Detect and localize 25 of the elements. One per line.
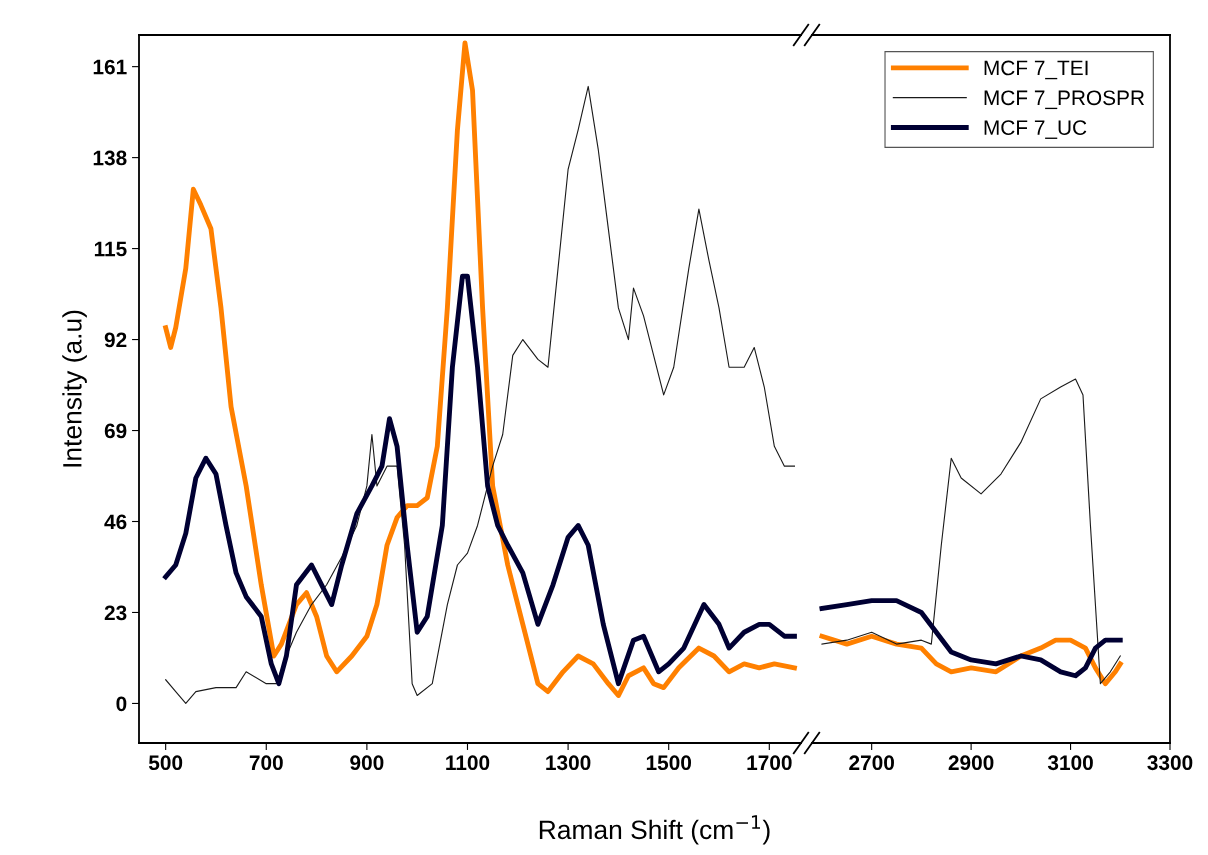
y-tick-label: 0 bbox=[116, 696, 127, 712]
x-tick-label: 1500 bbox=[646, 755, 692, 771]
x-tick-label: 1300 bbox=[546, 755, 591, 771]
x-tick-label: 2700 bbox=[849, 755, 894, 771]
x-tick-label: 2900 bbox=[948, 755, 994, 771]
x-tick-label: 1700 bbox=[747, 755, 792, 771]
x-tick-label: 1100 bbox=[446, 755, 490, 771]
legend-label: MCF 7_UC bbox=[984, 120, 1087, 139]
y-tick-label: 115 bbox=[94, 241, 127, 257]
y-axis-title: Intensity (a.u) bbox=[62, 310, 87, 467]
x-tick-label: 900 bbox=[350, 755, 384, 771]
legend-label: MCF 7_TEI bbox=[984, 60, 1088, 80]
line-series bbox=[163, 273, 797, 687]
y-tick-label: 138 bbox=[93, 150, 127, 166]
y-tick-label: 92 bbox=[104, 332, 127, 348]
x-axis-title: Raman Shift (cm$^{−1}$) bbox=[539, 815, 770, 845]
y-tick-label: 46 bbox=[104, 514, 127, 530]
x-tick-label: 3100 bbox=[1047, 755, 1093, 771]
legend-label: MCF 7_PROSPR bbox=[984, 90, 1145, 110]
y-tick-label: 161 bbox=[93, 59, 127, 75]
y-tick-label: 69 bbox=[104, 423, 127, 439]
x-tick-label: 700 bbox=[249, 755, 283, 771]
y-tick-label: 23 bbox=[104, 605, 127, 621]
x-tick-label: 3300 bbox=[1147, 755, 1193, 771]
x-tick-label: 500 bbox=[148, 755, 183, 771]
